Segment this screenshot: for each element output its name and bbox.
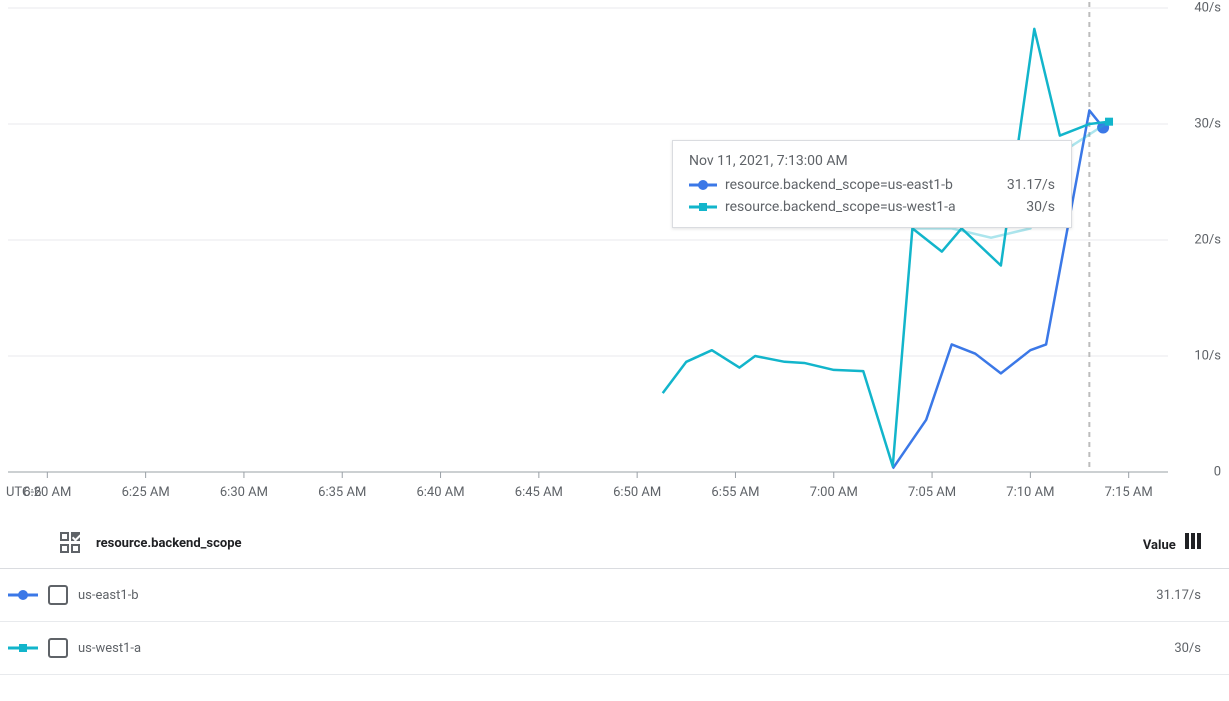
x-axis-tick: 7:15 AM: [1105, 485, 1153, 500]
timezone-label: UTC-6: [6, 485, 41, 500]
series-value: 31.17/s: [1156, 588, 1201, 603]
x-axis-tick: 6:30 AM: [220, 485, 268, 500]
series-value: 30/s: [1174, 641, 1201, 656]
x-axis-tick: 7:05 AM: [908, 485, 956, 500]
x-axis-tick: 6:25 AM: [122, 485, 170, 500]
legend-header: resource.backend_scope Value: [0, 518, 1229, 569]
series-label: us-west1-a: [78, 641, 141, 656]
tooltip-series-row: resource.backend_scope=us-east1-b 31.17/s: [689, 177, 1055, 193]
legend-row[interactable]: us-west1-a 30/s: [0, 622, 1229, 675]
line-chart-svg[interactable]: [0, 0, 1229, 500]
x-axis-tick: 6:40 AM: [416, 485, 464, 500]
y-axis-tick: 40/s: [1194, 1, 1221, 16]
series-label: us-east1-b: [78, 588, 139, 603]
legend-table: resource.backend_scope Value us-east1-b …: [0, 518, 1229, 675]
y-axis-tick: 0: [1214, 465, 1221, 480]
x-axis-tick: 6:45 AM: [515, 485, 563, 500]
y-axis-tick: 30/s: [1194, 117, 1221, 132]
series-checkbox[interactable]: [48, 585, 68, 605]
tooltip-timestamp: Nov 11, 2021, 7:13:00 AM: [689, 153, 1055, 169]
y-axis-tick: 20/s: [1194, 233, 1221, 248]
tooltip-series-label: resource.backend_scope=us-west1-a: [725, 199, 956, 215]
chart-area: 010/s20/s30/s40/s 6:20 AM6:25 AM6:30 AM6…: [0, 0, 1229, 500]
bars-icon[interactable]: [1185, 533, 1201, 549]
legend-row[interactable]: us-east1-b 31.17/s: [0, 569, 1229, 622]
series-marker-icon: [8, 642, 38, 654]
y-axis-tick: 10/s: [1194, 349, 1221, 364]
x-axis-tick: 6:35 AM: [318, 485, 366, 500]
x-axis-tick: 7:10 AM: [1006, 485, 1054, 500]
tooltip-series-label: resource.backend_scope=us-east1-b: [725, 177, 953, 193]
tooltip-series-row: resource.backend_scope=us-west1-a 30/s: [689, 199, 1055, 215]
legend-value-header: Value: [1143, 538, 1176, 553]
breakdown-icon[interactable]: [60, 532, 82, 554]
x-axis-tick: 6:50 AM: [613, 485, 661, 500]
tooltip-series-value: 30/s: [1026, 199, 1055, 215]
chart-tooltip: Nov 11, 2021, 7:13:00 AM resource.backen…: [672, 140, 1072, 228]
series-marker-icon: [8, 589, 38, 601]
series-checkbox[interactable]: [48, 638, 68, 658]
x-axis-tick: 6:55 AM: [711, 485, 759, 500]
tooltip-series-value: 31.17/s: [1007, 177, 1055, 193]
legend-name-header: resource.backend_scope: [96, 536, 242, 551]
x-axis-tick: 7:00 AM: [810, 485, 858, 500]
